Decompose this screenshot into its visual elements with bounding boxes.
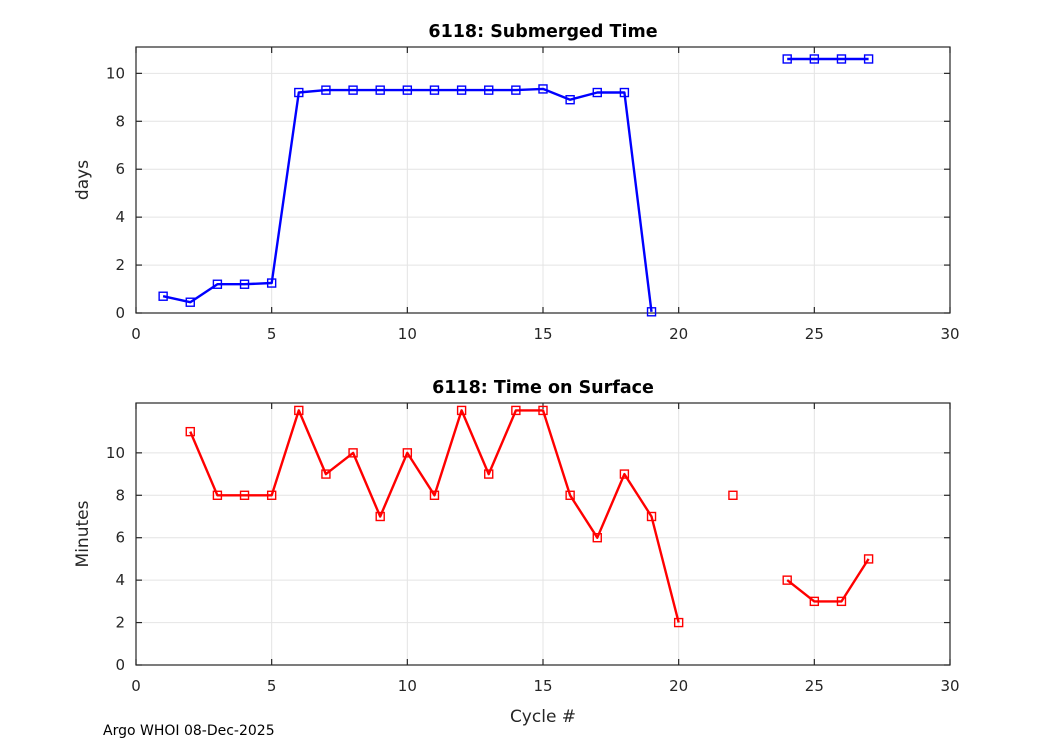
y-tick-label: 2 [115, 614, 125, 632]
y-axis-label: days [73, 160, 93, 200]
submerged-days-marker [782, 54, 792, 64]
surface-minutes-marker [863, 554, 874, 564]
surface-minutes-marker [836, 596, 847, 607]
y-tick-label: 6 [115, 529, 125, 547]
x-tick-label: 20 [669, 677, 688, 695]
submerged-days-marker [348, 85, 358, 95]
submerged-days-marker [511, 85, 521, 95]
surface-minutes-marker [375, 511, 385, 522]
surface-minutes-marker [782, 575, 792, 585]
submerged-days-marker [294, 87, 304, 98]
submerged-days-marker [565, 95, 575, 105]
y-tick-label: 8 [115, 112, 125, 130]
surface-minutes-marker [619, 469, 630, 479]
figure-footer-text: Argo WHOI 08-Dec-2025 [103, 723, 275, 739]
surface-minutes-marker [239, 490, 250, 500]
surface-minutes-marker [185, 426, 195, 437]
x-tick-label: 10 [398, 325, 417, 343]
surface-minutes-marker [809, 596, 820, 607]
y-tick-label: 4 [115, 571, 125, 589]
surface-minutes-marker [484, 469, 494, 479]
surface-minutes-marker [565, 490, 575, 500]
submerged-days-marker [646, 307, 657, 317]
surface-minutes-marker [348, 448, 358, 458]
surface-minutes-line [189, 409, 680, 623]
surface-minutes-marker [212, 490, 223, 500]
surface-minutes-marker [646, 511, 657, 522]
x-tick-label: 20 [669, 325, 688, 343]
x-tick-label: 15 [533, 325, 552, 343]
surface-minutes-marker [728, 490, 738, 500]
y-tick-label: 10 [106, 444, 125, 462]
y-tick-label: 0 [115, 304, 125, 322]
surface-minutes-marker [294, 405, 304, 416]
y-tick-label: 4 [115, 208, 125, 226]
submerged-days-marker [456, 85, 467, 95]
submerged-days-marker [212, 279, 223, 289]
y-tick-label: 10 [106, 64, 125, 82]
x-tick-label: 5 [267, 677, 277, 695]
submerged-days-marker [239, 279, 250, 289]
surface-minutes-marker [538, 405, 548, 416]
y-tick-label: 0 [115, 656, 125, 674]
surface-minutes-marker [266, 490, 277, 500]
y-tick-label: 8 [115, 486, 125, 504]
x-tick-label: 25 [805, 325, 824, 343]
x-tick-label: 5 [267, 325, 277, 343]
surface-minutes-marker [321, 469, 331, 479]
surface-minutes-marker [456, 405, 467, 416]
submerged-days-marker [158, 291, 168, 301]
x-tick-label: 0 [131, 677, 141, 695]
x-axis-label: Cycle # [510, 707, 576, 727]
y-axis-label: Minutes [73, 500, 93, 567]
submerged-days-marker [321, 85, 331, 95]
submerged-days-marker [619, 87, 630, 98]
submerged-days-marker [809, 54, 820, 64]
submerged-days-marker [538, 84, 548, 94]
surface-minutes-marker [673, 617, 684, 628]
submerged-days-marker [592, 87, 602, 98]
time-on-surface-chart: 0 5 10 15 20 25 30 0 2 4 6 8 10 6118: Time on Surface… [73, 378, 960, 727]
submerged-days-marker [375, 85, 385, 95]
submerged-days-marker [266, 278, 277, 288]
x-tick-label: 10 [398, 677, 417, 695]
submerged-time-chart: 0 5 10 15 20 25 30 0 2 4 6 8 10 6118: Submerged Time d… [73, 22, 960, 343]
submerged-days-marker [484, 85, 494, 95]
chart-title: 6118: Submerged Time [428, 22, 657, 42]
x-tick-label: 15 [533, 677, 552, 695]
x-tick-label: 30 [940, 325, 959, 343]
y-tick-label: 2 [115, 256, 125, 274]
y-tick-label: 6 [115, 160, 125, 178]
submerged-days-marker [429, 85, 440, 95]
submerged-days-line [162, 87, 653, 312]
chart-title: 6118: Time on Surface [432, 378, 654, 398]
surface-minutes-marker [402, 448, 413, 458]
x-tick-label: 25 [805, 677, 824, 695]
submerged-days-marker [185, 297, 195, 307]
surface-minutes-marker [429, 490, 440, 500]
x-tick-label: 0 [131, 325, 141, 343]
submerged-days-marker [863, 54, 874, 64]
x-tick-label: 30 [940, 677, 959, 695]
submerged-days-marker [402, 85, 413, 95]
surface-minutes-marker [511, 405, 521, 416]
submerged-days-marker [836, 54, 847, 64]
surface-minutes-line [786, 558, 870, 603]
surface-minutes-marker [592, 533, 602, 543]
